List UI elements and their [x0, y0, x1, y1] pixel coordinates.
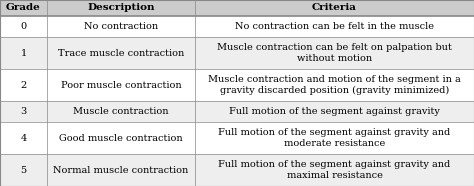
Bar: [0, 122, 474, 154]
Bar: [0, 37, 474, 69]
Bar: [0, 154, 474, 186]
Text: Muscle contraction can be felt on palpation but
without motion: Muscle contraction can be felt on palpat…: [217, 43, 452, 63]
Text: Normal muscle contraction: Normal muscle contraction: [54, 166, 189, 174]
Text: 3: 3: [20, 107, 27, 116]
Text: Muscle contraction and motion of the segment in a
gravity discarded position (gr: Muscle contraction and motion of the seg…: [208, 75, 461, 95]
Bar: [0, 0, 47, 16]
Text: 1: 1: [20, 49, 27, 58]
Bar: [0, 16, 474, 37]
Text: Good muscle contraction: Good muscle contraction: [59, 134, 183, 143]
Bar: [0, 101, 474, 122]
Text: 4: 4: [20, 134, 27, 143]
Text: No contraction can be felt in the muscle: No contraction can be felt in the muscle: [235, 22, 434, 31]
Text: Criteria: Criteria: [312, 4, 357, 12]
Text: Full motion of the segment against gravity and
moderate resistance: Full motion of the segment against gravi…: [219, 128, 451, 148]
Text: Poor muscle contraction: Poor muscle contraction: [61, 81, 182, 89]
Text: 2: 2: [20, 81, 27, 89]
Text: Muscle contraction: Muscle contraction: [73, 107, 169, 116]
Text: Full motion of the segment against gravity: Full motion of the segment against gravi…: [229, 107, 440, 116]
Text: Full motion of the segment against gravity and
maximal resistance: Full motion of the segment against gravi…: [219, 160, 451, 180]
Text: No contraction: No contraction: [84, 22, 158, 31]
Text: Description: Description: [87, 4, 155, 12]
Bar: [195, 0, 474, 16]
Bar: [0, 69, 474, 101]
Text: 0: 0: [20, 22, 27, 31]
Text: 5: 5: [20, 166, 27, 174]
Text: Grade: Grade: [6, 4, 41, 12]
Bar: [47, 0, 195, 16]
Text: Trace muscle contraction: Trace muscle contraction: [58, 49, 184, 58]
